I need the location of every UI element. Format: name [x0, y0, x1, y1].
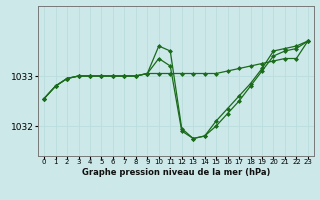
- X-axis label: Graphe pression niveau de la mer (hPa): Graphe pression niveau de la mer (hPa): [82, 168, 270, 177]
